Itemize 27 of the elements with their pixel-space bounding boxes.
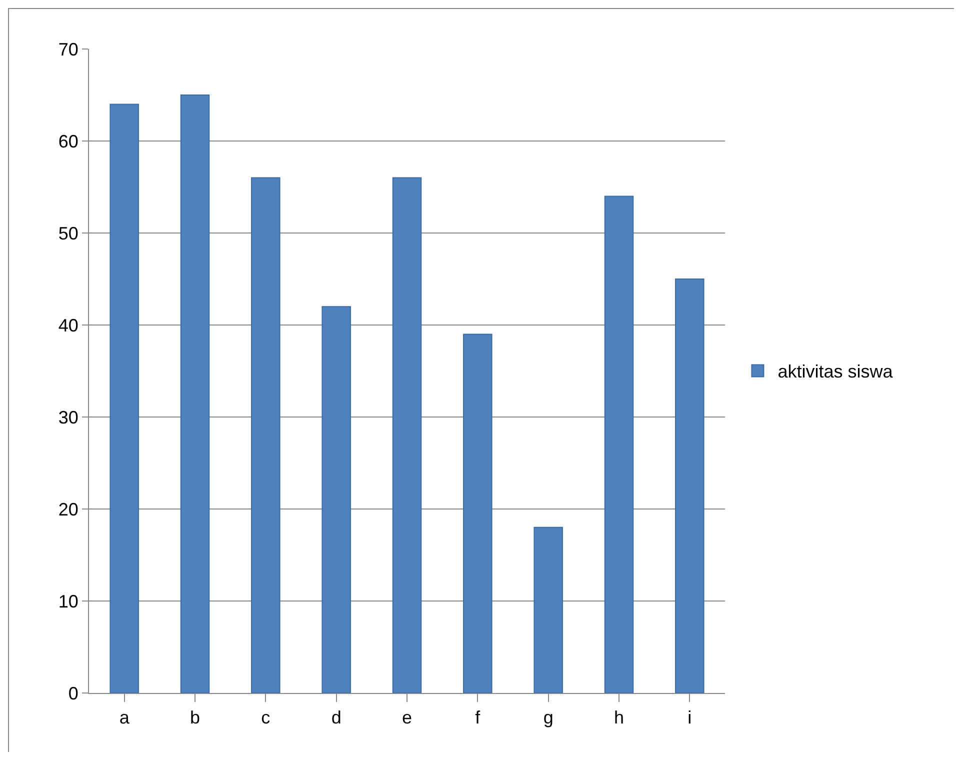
x-tick-label: e [402,708,412,728]
y-tick-label: 20 [58,499,78,520]
y-tick-label: 60 [58,131,78,152]
legend-label: aktivitas siswa [778,362,894,382]
bar [322,306,351,693]
x-tick-label: h [614,708,624,728]
y-tick-label: 40 [58,315,78,336]
x-tick-label: d [331,708,342,728]
y-tick-label: 10 [58,591,78,612]
bar [534,526,563,693]
x-tick-label: g [543,708,554,728]
x-tick-label: c [261,708,270,728]
bar [110,104,139,693]
bar [463,334,492,693]
x-tick-label: i [688,708,692,728]
bar [251,177,280,693]
x-tick-label: a [119,708,130,728]
x-tick-label: f [475,708,482,728]
y-tick-label: 30 [58,407,78,428]
y-tick-label: 0 [68,683,78,704]
y-tick-label: 70 [58,39,78,60]
bar [392,177,422,693]
x-tick-label: b [190,708,200,728]
bar [180,94,210,693]
bar [675,278,704,693]
bar [604,196,634,693]
y-tick-label: 50 [58,223,78,244]
